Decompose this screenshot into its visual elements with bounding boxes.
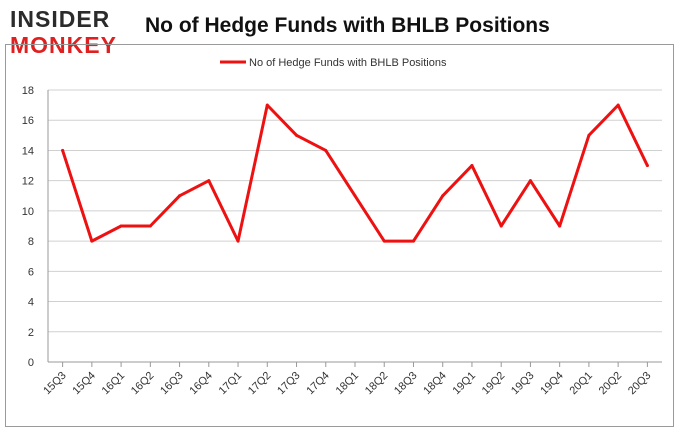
x-tick-label: 17Q3 xyxy=(275,370,303,398)
y-tick-label: 8 xyxy=(28,236,34,248)
data-point xyxy=(441,194,445,198)
y-tick-label: 2 xyxy=(28,327,34,339)
x-tick-label: 16Q4 xyxy=(187,370,215,398)
data-point xyxy=(265,103,269,107)
y-tick-label: 12 xyxy=(22,176,34,188)
x-tick-label: 20Q2 xyxy=(597,370,625,398)
data-point xyxy=(324,148,328,152)
x-tick-label: 18Q4 xyxy=(421,370,449,398)
data-point xyxy=(61,148,65,152)
legend-label: No of Hedge Funds with BHLB Positions xyxy=(249,57,447,69)
x-tick-label: 18Q2 xyxy=(363,370,391,398)
data-point xyxy=(411,239,415,243)
data-point xyxy=(353,194,357,198)
y-tick-label: 0 xyxy=(28,357,34,369)
data-point xyxy=(295,133,299,137)
x-tick-label: 20Q3 xyxy=(626,370,654,398)
series-line xyxy=(61,103,649,243)
y-tick-label: 4 xyxy=(28,297,34,309)
x-tick-label: 18Q1 xyxy=(334,370,362,398)
data-point xyxy=(587,133,591,137)
x-tick-label: 18Q3 xyxy=(392,370,420,398)
y-tick-label: 18 xyxy=(22,85,34,97)
insider-monkey-logo: INSIDER MONKEY xyxy=(10,8,128,57)
data-point xyxy=(148,224,152,228)
y-tick-label: 16 xyxy=(22,115,34,127)
x-tick-label: 15Q3 xyxy=(41,370,69,398)
y-tick-label: 6 xyxy=(28,266,34,278)
logo-line-2: MONKEY xyxy=(10,32,117,58)
data-point xyxy=(499,224,503,228)
data-point xyxy=(90,239,94,243)
data-point xyxy=(236,239,240,243)
data-point xyxy=(528,179,532,183)
data-point xyxy=(645,164,649,168)
logo-line-1: INSIDER xyxy=(10,6,111,32)
x-tick-label: 15Q4 xyxy=(70,370,98,398)
x-tick-label: 19Q1 xyxy=(451,370,479,398)
x-tick-label: 16Q3 xyxy=(158,370,186,398)
x-tick-label: 20Q1 xyxy=(568,370,596,398)
chart-frame xyxy=(5,44,674,427)
chart-title: No of Hedge Funds with BHLB Positions xyxy=(145,14,550,37)
x-tick-label: 19Q2 xyxy=(480,370,508,398)
x-tick-label: 16Q2 xyxy=(129,370,157,398)
x-tick-label: 17Q2 xyxy=(246,370,274,398)
y-tick-label: 10 xyxy=(22,206,34,218)
x-tick-label: 19Q3 xyxy=(509,370,537,398)
data-point xyxy=(382,239,386,243)
x-tick-label: 17Q4 xyxy=(304,370,332,398)
data-point xyxy=(616,103,620,107)
x-tick-label: 17Q1 xyxy=(217,370,245,398)
y-tick-label: 14 xyxy=(22,145,34,157)
x-tick-label: 19Q4 xyxy=(538,370,566,398)
data-point xyxy=(470,164,474,168)
data-point xyxy=(558,224,562,228)
data-point xyxy=(119,224,123,228)
data-point xyxy=(207,179,211,183)
data-point xyxy=(178,194,182,198)
x-tick-label: 16Q1 xyxy=(100,370,128,398)
